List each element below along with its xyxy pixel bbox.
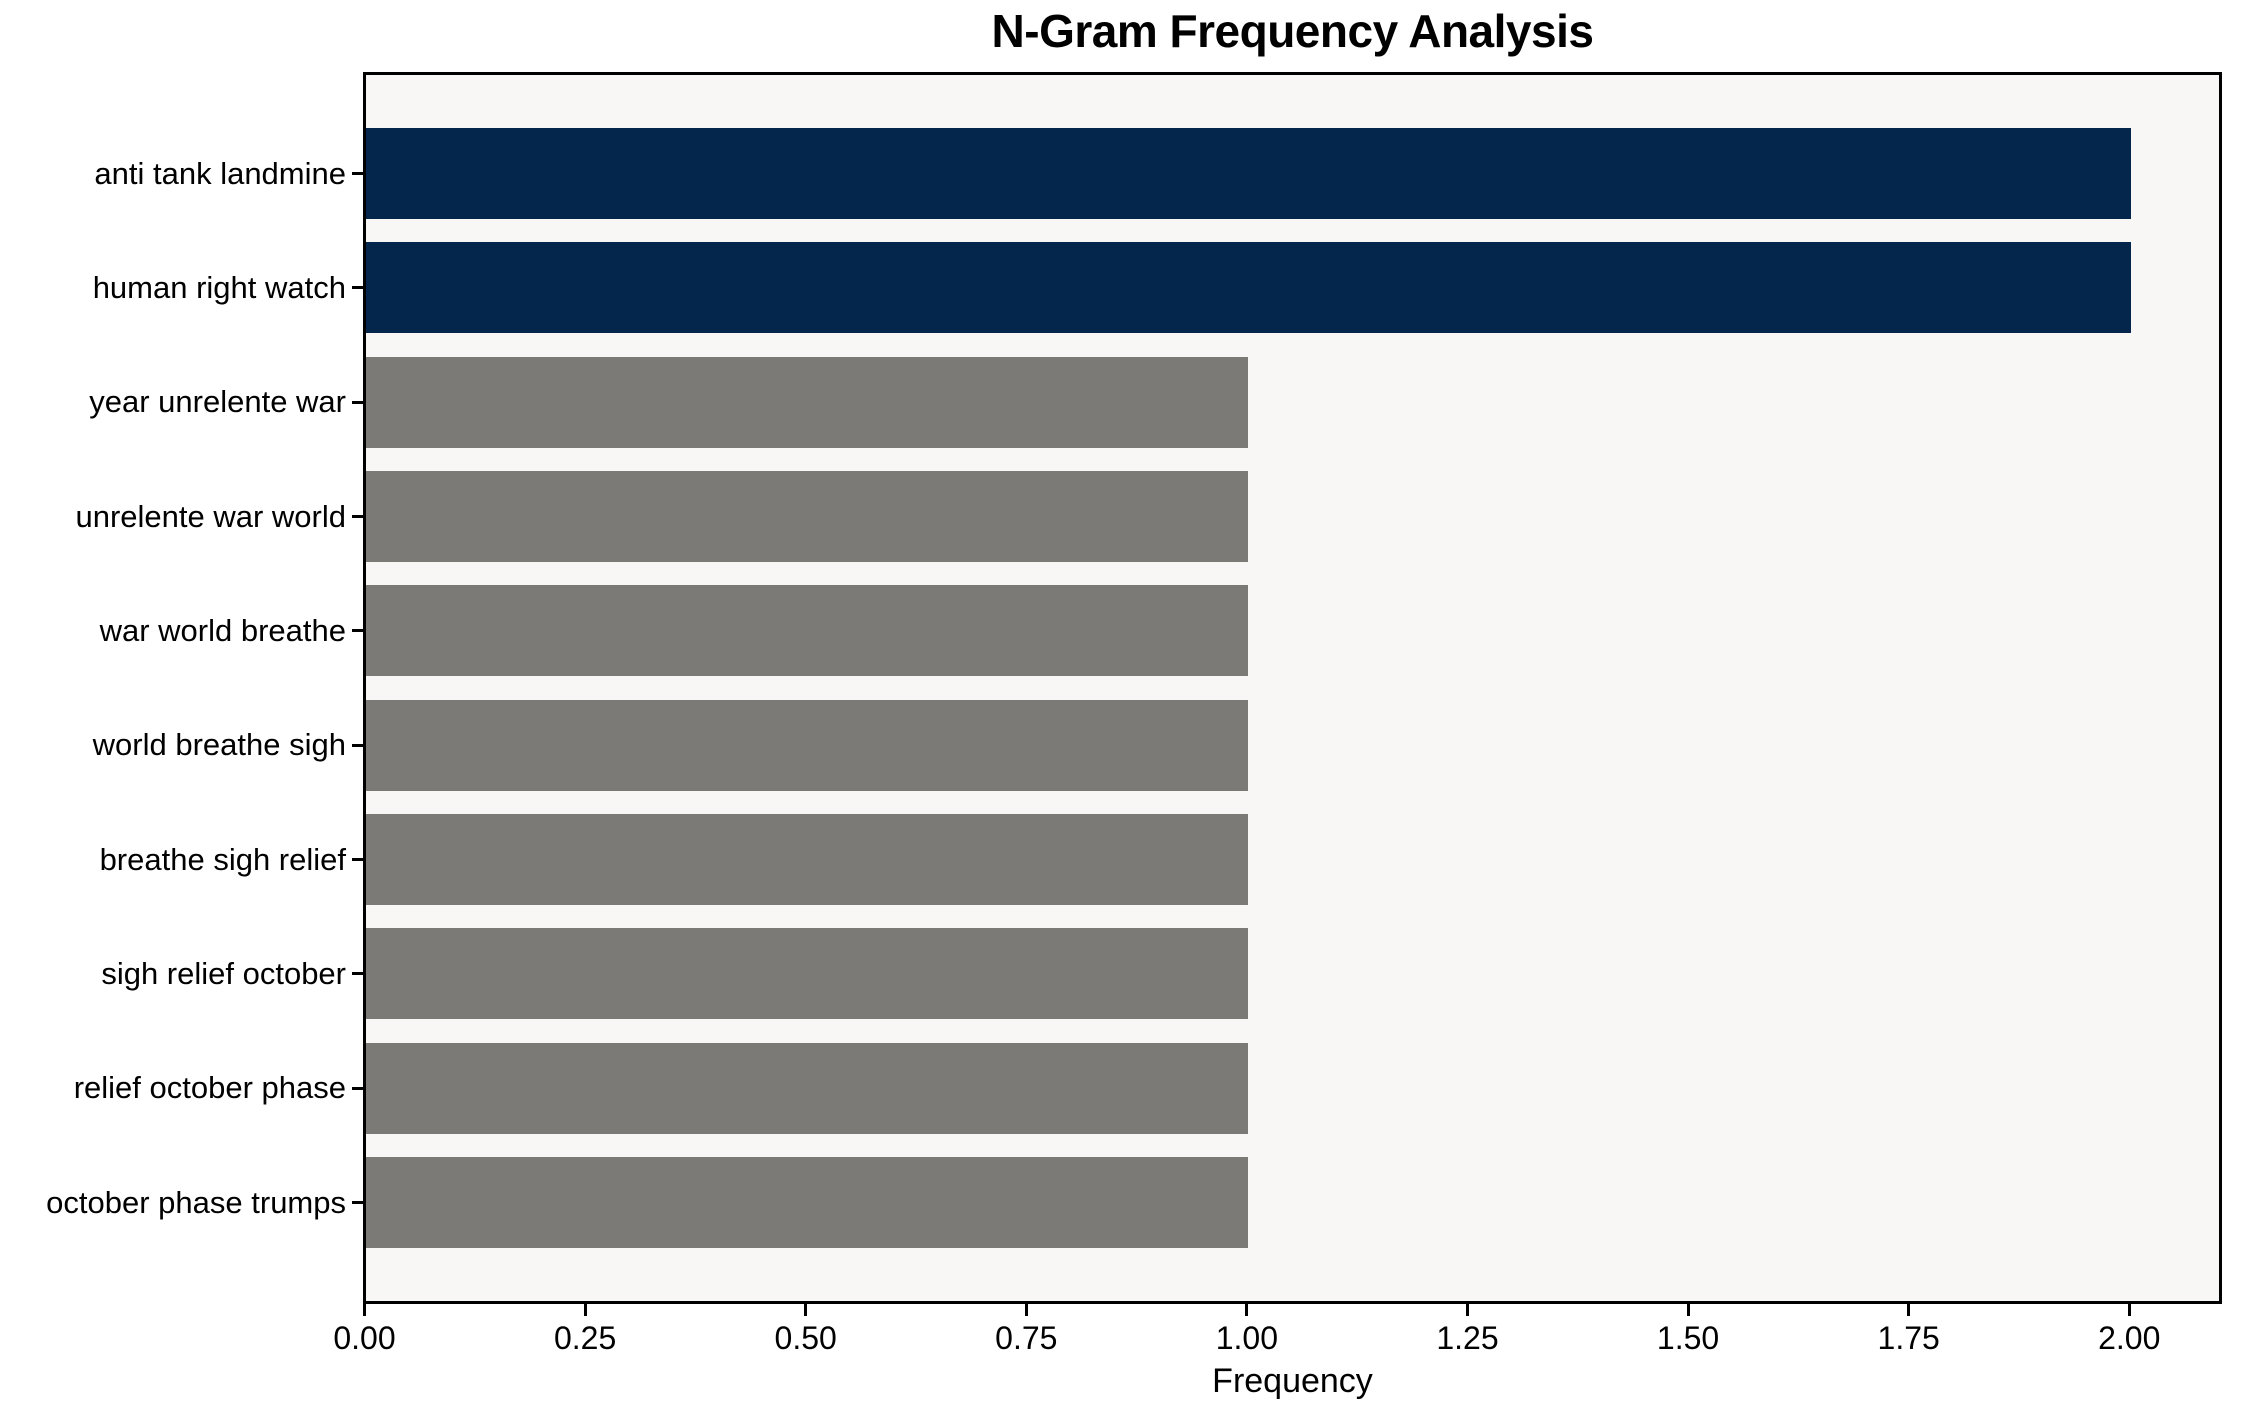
x-axis-label: Frequency [1212,1362,1373,1400]
y-tick-6 [352,858,363,861]
x-tick-label-7: 1.75 [1877,1320,1940,1356]
x-tick-8 [2127,1304,2131,1316]
x-tick-0 [363,1304,366,1316]
y-tick-9 [352,1201,363,1204]
y-tick-label-1: human right watch [92,269,346,305]
chart-title: N-Gram Frequency Analysis [991,5,1594,57]
x-tick-label-4: 1.00 [1215,1320,1279,1356]
bar-1 [366,242,2131,334]
bar-5 [366,699,1249,791]
x-tick-3 [1024,1304,1028,1316]
bar-4 [366,585,1249,677]
y-tick-label-2: year unrelente war [89,384,346,420]
y-tick-5 [352,743,363,747]
x-tick-7 [1907,1304,1911,1316]
plot-area [363,72,2222,1304]
y-tick-label-4: war world breathe [99,612,346,648]
x-tick-label-0: 0.00 [333,1320,396,1356]
y-tick-label-9: october phase trumps [46,1184,346,1220]
x-tick-label-5: 1.25 [1436,1320,1499,1356]
y-tick-0 [352,172,363,175]
y-tick-label-6: breathe sigh relief [99,841,346,877]
y-tick-3 [352,515,363,518]
x-tick-4 [1245,1304,1249,1316]
y-tick-2 [352,400,363,404]
y-tick-label-8: relief october phase [73,1070,346,1106]
bar-9 [366,1157,1249,1248]
y-tick-8 [352,1086,363,1090]
x-tick-label-2: 0.50 [774,1320,837,1356]
x-tick-label-3: 0.75 [995,1320,1058,1356]
x-tick-label-1: 0.25 [553,1320,617,1356]
x-tick-2 [804,1304,808,1316]
y-tick-7 [352,972,363,976]
bar-7 [366,928,1249,1020]
y-tick-label-7: sigh relief october [101,955,346,991]
x-tick-label-6: 1.50 [1656,1320,1720,1356]
y-tick-label-5: world breathe sigh [92,727,346,763]
x-tick-5 [1465,1304,1469,1316]
bar-3 [366,471,1249,562]
bar-6 [366,814,1249,905]
y-tick-label-0: anti tank landmine [94,155,346,191]
bar-8 [366,1042,1249,1134]
bar-2 [366,356,1249,448]
x-tick-label-8: 2.00 [2098,1320,2161,1356]
x-tick-1 [583,1304,587,1316]
y-tick-label-3: unrelente war world [75,498,346,534]
y-tick-4 [352,629,363,633]
y-tick-1 [352,286,363,290]
bar-0 [366,128,2131,219]
x-tick-6 [1686,1304,1690,1316]
